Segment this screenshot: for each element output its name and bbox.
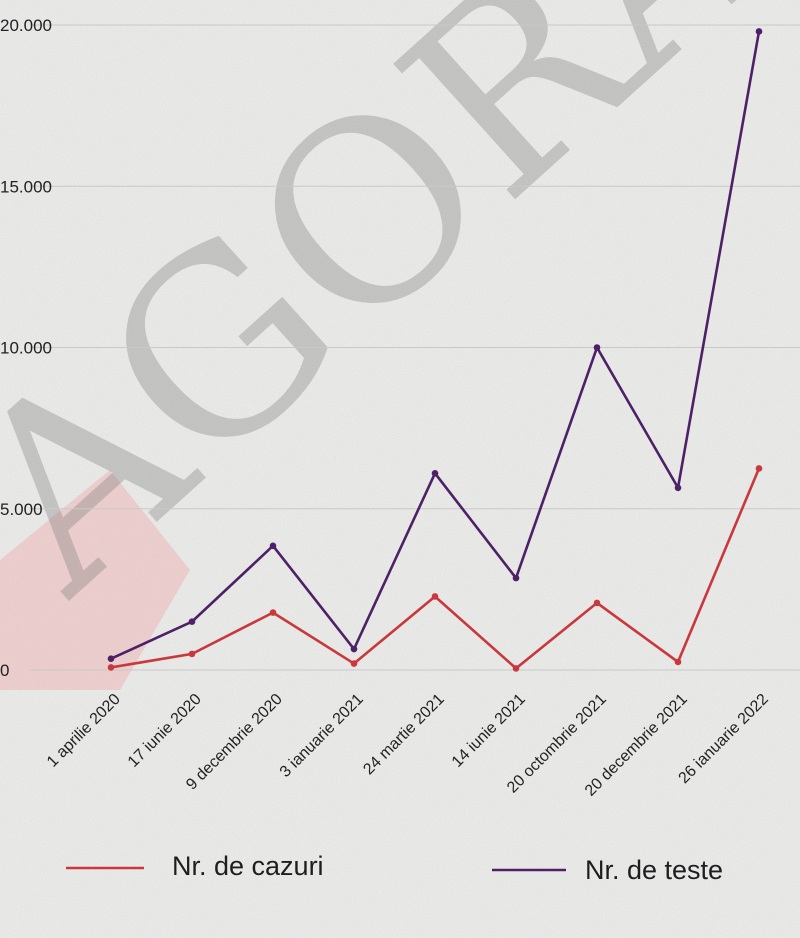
y-tick-label: 0 — [0, 661, 9, 680]
y-tick-label: 15.000 — [0, 177, 52, 196]
data-point — [512, 574, 520, 582]
data-point — [674, 484, 682, 492]
data-point — [350, 645, 358, 653]
series-0 — [107, 465, 763, 672]
gridlines — [30, 24, 800, 671]
data-point — [593, 599, 601, 607]
data-point — [269, 542, 277, 550]
data-point — [674, 658, 682, 666]
data-point — [107, 664, 115, 671]
watermark-logo-shape — [0, 470, 190, 690]
y-tick-label: 10.000 — [0, 339, 52, 358]
legend-label-teste: Nr. de teste — [585, 855, 723, 885]
data-point — [512, 665, 520, 672]
data-point — [269, 609, 277, 616]
data-point — [593, 344, 601, 351]
data-point — [755, 28, 763, 35]
data-point — [188, 618, 196, 625]
y-tick-label: 5.000 — [0, 500, 43, 519]
data-point — [188, 650, 196, 658]
y-tick-label: 20.000 — [0, 16, 52, 35]
data-point — [755, 465, 763, 472]
data-point — [431, 593, 439, 600]
data-point — [107, 655, 115, 663]
data-point — [350, 660, 358, 667]
y-axis-ticks: 0 5.000 10.000 15.000 20.000 — [0, 16, 52, 680]
legend: Nr. de cazuri Nr. de teste — [66, 851, 723, 885]
data-point — [431, 469, 439, 477]
series — [107, 28, 763, 672]
legend-label-cazuri: Nr. de cazuri — [172, 851, 324, 881]
series-1 — [107, 28, 763, 663]
